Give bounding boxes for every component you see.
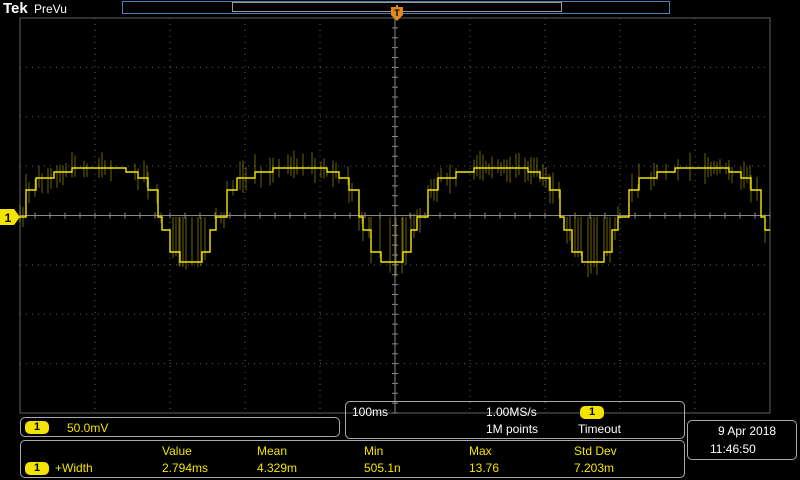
meas-header-min: Min bbox=[364, 444, 384, 458]
trigger-status: Timeout bbox=[578, 422, 621, 436]
time-per-division: 100ms bbox=[352, 405, 389, 419]
channel-1-scale: 50.0mV bbox=[67, 421, 109, 435]
brand-logo: Tek bbox=[3, 0, 28, 17]
meas-header-stddev: Std Dev bbox=[574, 444, 617, 458]
time-label: 11:46:50 bbox=[710, 442, 756, 456]
meas-header-value: Value bbox=[162, 444, 192, 458]
sample-rate: 1.00MS/s bbox=[486, 405, 537, 419]
meas-name: +Width bbox=[55, 461, 93, 475]
meas-mean: 4.329m bbox=[257, 461, 298, 475]
channel-1-ground-marker[interactable]: 1 bbox=[0, 209, 20, 225]
trigger-source-badge: 1 bbox=[580, 406, 604, 419]
channel-1-marker-label: 1 bbox=[5, 211, 12, 225]
record-length: 1M points bbox=[486, 422, 539, 436]
channel-1-badge: 1 bbox=[25, 421, 49, 434]
meas-min: 505.1n bbox=[364, 461, 401, 475]
trigger-position-icon[interactable]: T bbox=[391, 7, 403, 21]
graticule bbox=[19, 17, 771, 414]
horizontal-trigger-box[interactable]: 100ms 1.00MS/s 1M points 1 Timeout bbox=[345, 401, 685, 439]
date-label: 9 Apr 2018 bbox=[718, 424, 777, 438]
acquisition-mode-label: PreVu bbox=[34, 2, 67, 16]
meas-max: 13.76 bbox=[469, 461, 500, 475]
svg-text:T: T bbox=[394, 8, 400, 18]
meas-stddev: 7.203m bbox=[574, 461, 615, 475]
meas-channel-badge: 1 bbox=[25, 462, 49, 475]
meas-value: 2.794ms bbox=[162, 461, 209, 475]
datetime-box: 9 Apr 2018 11:46:50 bbox=[687, 420, 797, 460]
measurement-box[interactable]: Value Mean Min Max Std Dev 1 +Width 2.79… bbox=[20, 440, 685, 478]
meas-header-mean: Mean bbox=[257, 444, 288, 458]
meas-header-max: Max bbox=[469, 444, 492, 458]
waveform-noise-band bbox=[19, 150, 766, 278]
channel-1-scale-box[interactable]: 1 50.0mV bbox=[20, 417, 340, 437]
